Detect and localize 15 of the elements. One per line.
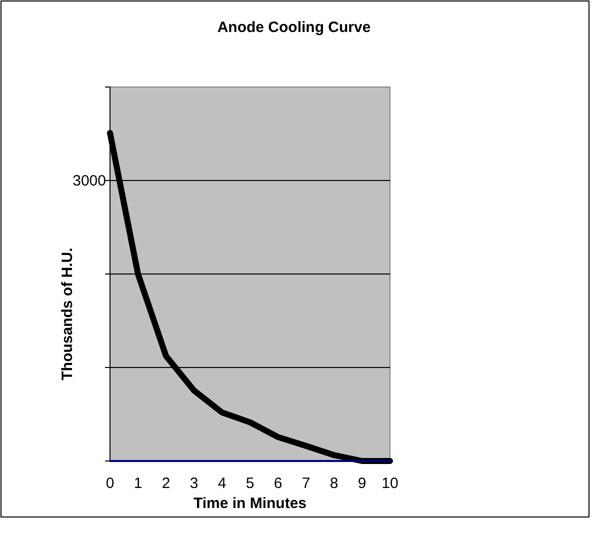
- y-axis-title: Thousands of H.U.: [59, 248, 76, 380]
- x-tick-label: 3: [190, 475, 198, 492]
- x-tick-label: 5: [246, 475, 254, 492]
- x-axis-title: Time in Minutes: [193, 495, 307, 512]
- x-tick-label: 8: [330, 475, 338, 492]
- x-tick-label: 1: [134, 475, 142, 492]
- x-tick-label: 2: [162, 475, 170, 492]
- chart-title: Anode Cooling Curve: [217, 19, 371, 36]
- x-tick-label: 7: [302, 475, 310, 492]
- x-tick-label: 6: [274, 475, 282, 492]
- x-tick-label: 10: [382, 475, 398, 492]
- x-tick-label: 4: [218, 475, 226, 492]
- x-tick-label: 9: [358, 475, 366, 492]
- text: 3000: [72, 172, 106, 190]
- x-tick-label: 0: [106, 475, 114, 492]
